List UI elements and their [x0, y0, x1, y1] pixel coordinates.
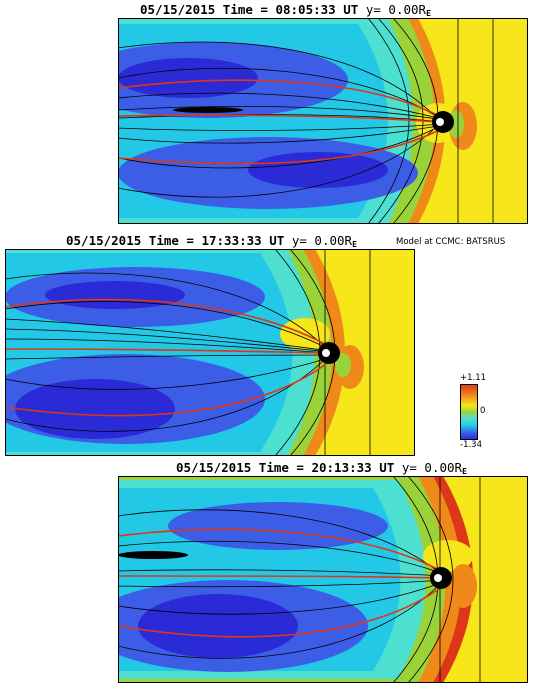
- colorbar: [460, 384, 478, 440]
- colorbar-max: +1.11: [460, 373, 487, 383]
- colorbar-min: -1.34: [460, 440, 482, 450]
- colorbar-mid: 0: [480, 406, 486, 416]
- model-credit: Model at CCMC: BATSRUS: [396, 237, 506, 247]
- panel-2-plot: [5, 249, 415, 456]
- panel-1-plot: [118, 18, 528, 224]
- panel-3-plot: [118, 476, 528, 683]
- panel-1-title: 05/15/2015 Time = 08:05:33 UT y= 0.00RE: [140, 2, 431, 18]
- panel-3-title: 05/15/2015 Time = 20:13:33 UT y= 0.00RE: [176, 460, 467, 476]
- panel-2-title: 05/15/2015 Time = 17:33:33 UT y= 0.00RE: [66, 233, 357, 249]
